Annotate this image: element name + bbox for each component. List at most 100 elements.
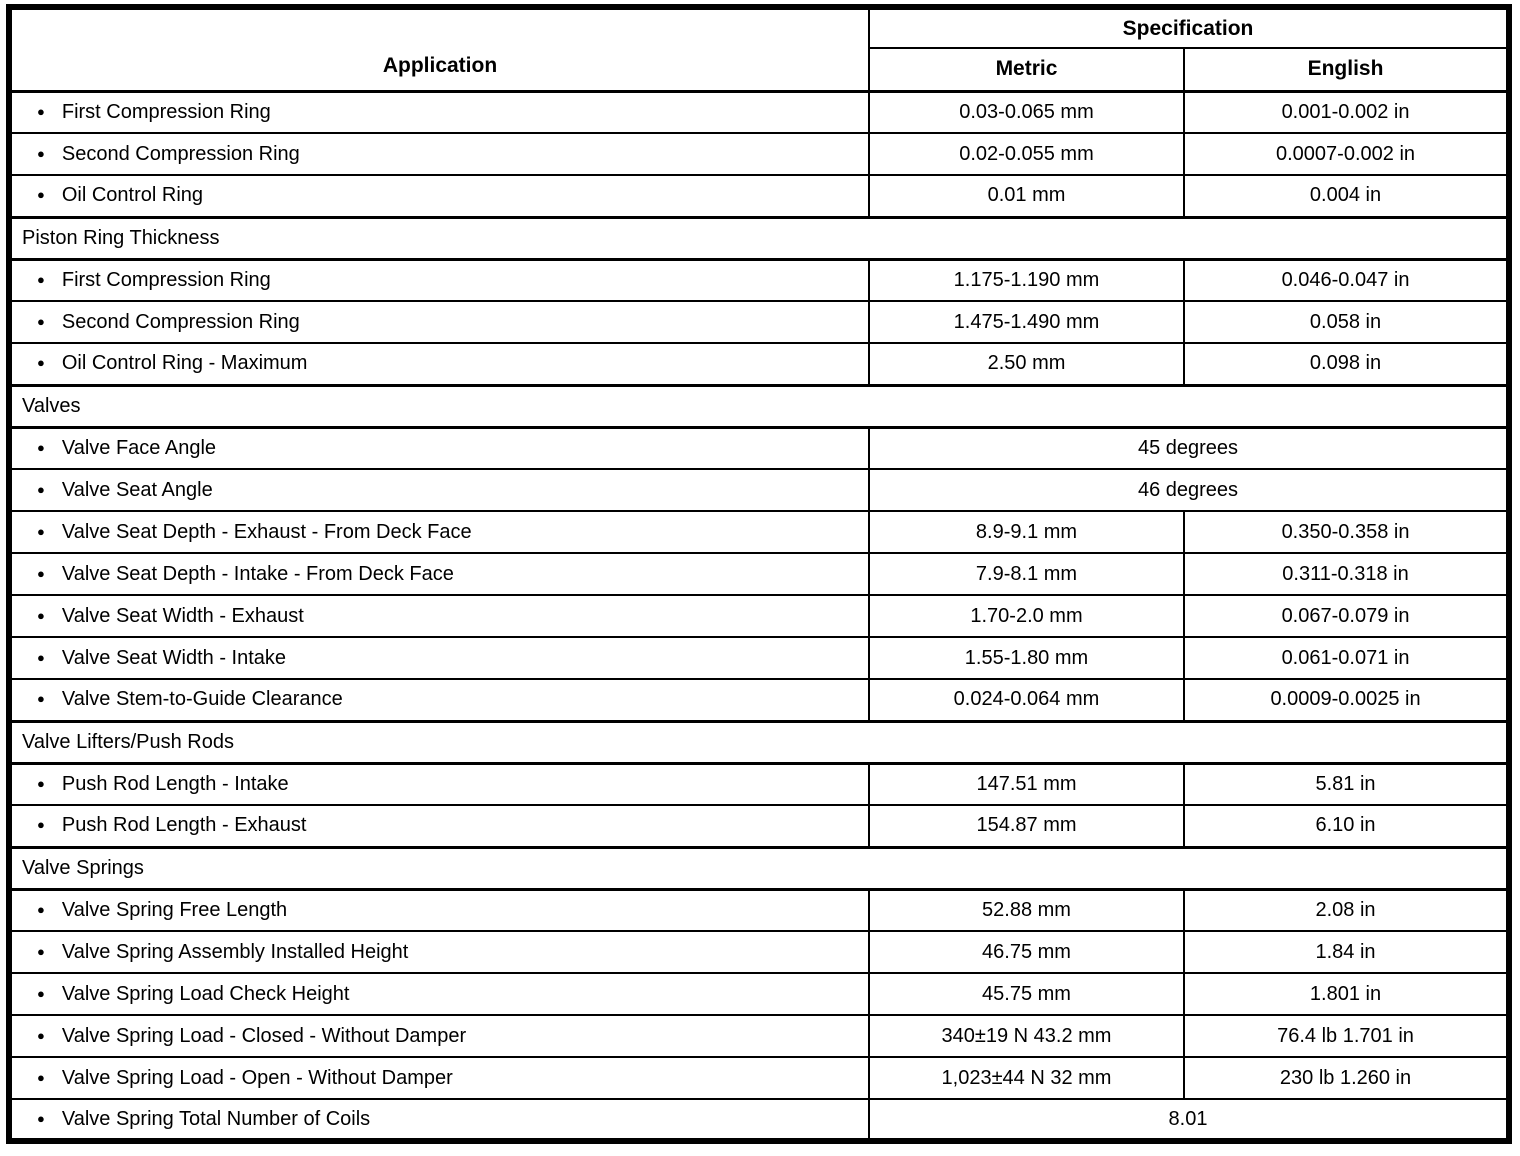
row-label: Second Compression Ring	[61, 310, 300, 333]
application-cell: ● Valve Seat Width - Intake	[8, 636, 870, 680]
bullet-icon: ●	[37, 187, 45, 203]
metric-value: 1.55-1.80 mm	[868, 636, 1185, 680]
row-label: First Compression Ring	[61, 100, 271, 123]
english-value: 0.004 in	[1182, 174, 1511, 218]
table-row: ● First Compression Ring 1.175-1.190 mm 0.0…	[8, 258, 1511, 302]
application-cell: ● Oil Control Ring - Maximum	[8, 342, 870, 386]
section-label: Valves	[7, 383, 1511, 429]
specification-table: Application Specification Metric English…	[6, 4, 1513, 1144]
metric-value: 0.02-0.055 mm	[868, 132, 1185, 176]
metric-value: 8.9-9.1 mm	[868, 510, 1185, 554]
application-cell: ● Valve Spring Load - Open - Without Damp…	[8, 1056, 870, 1100]
col-header-application: Application	[8, 6, 870, 93]
table-row: ● Valve Seat Depth - Exhaust - From Deck …	[8, 510, 1511, 554]
bullet-icon: ●	[37, 1027, 45, 1043]
metric-value: 1.175-1.190 mm	[868, 258, 1185, 302]
row-label: Push Rod Length - Exhaust	[61, 814, 307, 837]
application-cell: ● Push Rod Length - Intake	[8, 762, 870, 806]
english-value: 0.311-0.318 in	[1182, 552, 1511, 596]
bullet-icon: ●	[37, 145, 45, 161]
table-row: ● Valve Seat Width - Intake 1.55-1.80 mm 0.…	[8, 636, 1511, 680]
row-label: Valve Spring Load - Open - Without Dampe…	[61, 1066, 453, 1089]
spec-value-span: 46 degrees	[867, 468, 1511, 512]
metric-value: 147.51 mm	[868, 762, 1185, 806]
application-cell: ● First Compression Ring	[8, 258, 870, 302]
english-value: 0.067-0.079 in	[1182, 594, 1511, 638]
row-label: Valve Seat Width - Exhaust	[61, 604, 304, 627]
bullet-icon: ●	[37, 481, 45, 497]
row-label: Valve Spring Free Length	[61, 898, 288, 921]
table-row: ● Push Rod Length - Exhaust 154.87 mm 6.10 …	[8, 804, 1511, 848]
table-row: ● Second Compression Ring 0.02-0.055 mm 0.0…	[8, 132, 1511, 176]
table-row: ● First Compression Ring 0.03-0.065 mm 0.00…	[8, 90, 1511, 134]
metric-value: 0.03-0.065 mm	[868, 90, 1185, 134]
application-cell: ● Valve Seat Depth - Exhaust - From Deck …	[8, 510, 870, 554]
metric-value: 1.70-2.0 mm	[868, 594, 1185, 638]
col-header-metric: Metric	[868, 47, 1185, 93]
table-row: ● Second Compression Ring 1.475-1.490 mm 0.…	[8, 300, 1511, 344]
row-label: Valve Seat Depth - Intake - From Deck Fa…	[61, 562, 454, 585]
metric-value: 0.01 mm	[868, 174, 1185, 218]
bullet-icon: ●	[37, 607, 45, 623]
application-cell: ● Second Compression Ring	[8, 132, 870, 176]
application-cell: ● Valve Spring Assembly Installed Height	[8, 930, 870, 974]
english-value: 1.801 in	[1182, 972, 1511, 1016]
metric-value: 1,023±44 N 32 mm	[868, 1056, 1185, 1100]
bullet-icon: ●	[37, 1069, 45, 1085]
row-label: Valve Spring Assembly Installed Height	[61, 940, 409, 963]
section-row: Valve Lifters/Push Rods	[7, 719, 1511, 765]
bullet-icon: ●	[37, 355, 45, 371]
row-label: Second Compression Ring	[61, 142, 300, 165]
application-cell: ● Valve Seat Angle	[8, 468, 870, 512]
bullet-icon: ●	[37, 271, 45, 287]
metric-value: 46.75 mm	[868, 930, 1185, 974]
english-value: 0.0009-0.0025 in	[1182, 678, 1511, 722]
section-label: Piston Ring Thickness	[7, 215, 1511, 261]
row-label: First Compression Ring	[61, 268, 271, 291]
table-row: ● Valve Seat Depth - Intake - From Deck F…	[8, 552, 1511, 596]
section-row: Valves	[7, 383, 1511, 429]
table-row: ● Valve Spring Assembly Installed Height 4…	[8, 930, 1511, 974]
table-row: ● Valve Spring Load - Open - Without Damp…	[8, 1056, 1511, 1100]
application-cell: ● Valve Spring Total Number of Coils	[8, 1098, 870, 1142]
bullet-icon: ●	[37, 985, 45, 1001]
english-value: 0.098 in	[1182, 342, 1511, 386]
metric-value: 154.87 mm	[868, 804, 1185, 848]
bullet-icon: ●	[37, 775, 45, 791]
row-label: Valve Seat Depth - Exhaust - From Deck F…	[61, 520, 472, 543]
section-row: Piston Ring Thickness	[7, 215, 1511, 261]
bullet-icon: ●	[37, 943, 45, 959]
english-value: 5.81 in	[1182, 762, 1511, 806]
row-label: Valve Spring Total Number of Coils	[61, 1107, 371, 1130]
bullet-icon: ●	[37, 901, 45, 917]
application-cell: ● Valve Spring Load - Closed - Without Da…	[8, 1014, 870, 1058]
application-cell: ● First Compression Ring	[8, 90, 870, 134]
table-row: ● Valve Spring Free Length 52.88 mm 2.08 in	[8, 888, 1511, 932]
table-row: ● Valve Spring Total Number of Coils 8.01	[8, 1098, 1511, 1142]
application-cell: ● Oil Control Ring	[8, 174, 870, 218]
table-row: ● Oil Control Ring 0.01 mm 0.004 in	[8, 174, 1511, 218]
bullet-icon: ●	[37, 817, 45, 833]
bullet-icon: ●	[37, 523, 45, 539]
english-value: 0.001-0.002 in	[1182, 90, 1511, 134]
table-row: ● Valve Spring Load - Closed - Without Da…	[8, 1014, 1511, 1058]
table-row: ● Valve Seat Width - Exhaust 1.70-2.0 mm 0.…	[8, 594, 1511, 638]
row-label: Valve Stem-to-Guide Clearance	[61, 688, 343, 711]
bullet-icon: ●	[37, 103, 45, 119]
bullet-icon: ●	[37, 649, 45, 665]
english-value: 76.4 lb 1.701 in	[1182, 1014, 1511, 1058]
section-label: Valve Springs	[7, 845, 1511, 891]
application-cell: ● Second Compression Ring	[8, 300, 870, 344]
metric-value: 52.88 mm	[868, 888, 1185, 932]
bullet-icon: ●	[37, 439, 45, 455]
table-row: ● Oil Control Ring - Maximum 2.50 mm 0.098 …	[8, 342, 1511, 386]
table-row: ● Valve Spring Load Check Height 45.75 mm 1…	[8, 972, 1511, 1016]
application-cell: ● Valve Stem-to-Guide Clearance	[8, 678, 870, 722]
row-label: Valve Face Angle	[61, 436, 217, 459]
english-value: 0.061-0.071 in	[1182, 636, 1511, 680]
english-value: 0.046-0.047 in	[1182, 258, 1511, 302]
row-label: Valve Spring Load Check Height	[61, 982, 350, 1005]
col-header-english: English	[1182, 47, 1511, 93]
english-value: 230 lb 1.260 in	[1182, 1056, 1511, 1100]
application-cell: ● Valve Spring Free Length	[8, 888, 870, 932]
